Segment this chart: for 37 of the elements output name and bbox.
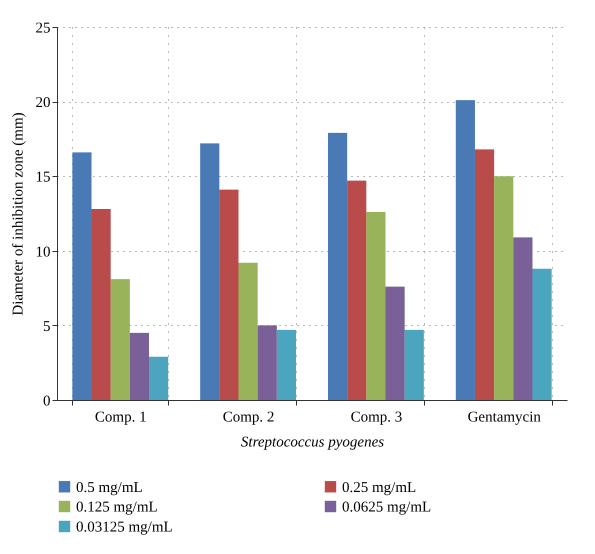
y-tick-label: 5 <box>43 318 50 335</box>
y-tick-label: 10 <box>36 244 50 260</box>
x-tick-label: Comp. 1 <box>94 410 147 426</box>
bar <box>92 209 111 400</box>
bar <box>238 262 258 400</box>
legend-label: 0.5 mg/mL <box>76 480 143 496</box>
bar <box>328 132 348 400</box>
legend-label: 0.0625 mg/mL <box>342 500 432 516</box>
bar <box>219 190 239 400</box>
bar <box>456 100 475 400</box>
x-tick-label: Comp. 3 <box>350 410 402 426</box>
y-axis-title: Diameter of inhibition zone (mm) <box>10 112 26 316</box>
bar <box>385 286 405 400</box>
x-tick-label: Comp. 2 <box>222 410 274 426</box>
bar <box>347 180 366 400</box>
y-tick-label: 20 <box>36 95 50 112</box>
bar <box>149 356 168 400</box>
bar <box>513 237 532 400</box>
y-tick-label: 25 <box>36 20 50 36</box>
x-tick-label: Gentamycin <box>468 410 542 426</box>
bar <box>200 143 220 400</box>
bar <box>130 332 150 400</box>
legend-label: 0.25 mg/mL <box>342 480 416 496</box>
bar <box>404 330 424 400</box>
bar <box>110 279 130 400</box>
x-axis-title: Streptococcus pyogenes <box>240 434 384 450</box>
bar <box>532 268 552 400</box>
y-tick-label: 0 <box>43 394 50 410</box>
y-tick-label: 15 <box>36 170 50 186</box>
legend-label: 0.125 mg/mL <box>76 500 158 516</box>
bar <box>276 330 296 400</box>
legend-label: 0.03125 mg/mL <box>76 520 173 536</box>
bar <box>72 152 92 400</box>
bar <box>258 325 277 400</box>
bar <box>494 176 514 400</box>
bar <box>366 212 386 400</box>
bar <box>474 149 494 400</box>
